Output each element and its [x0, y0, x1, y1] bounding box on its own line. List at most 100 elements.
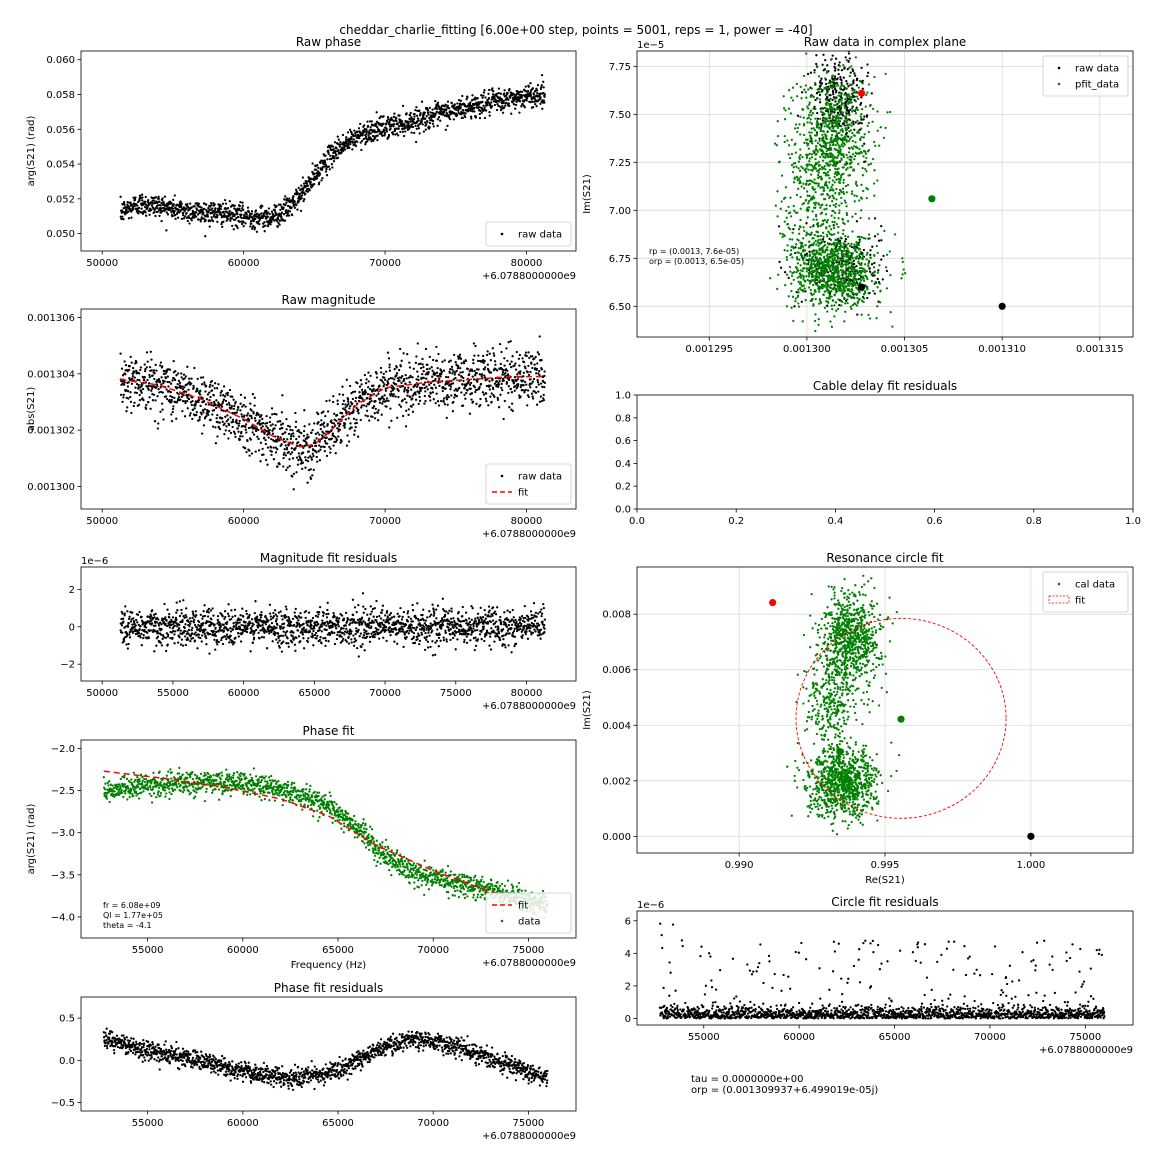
data-point — [150, 204, 154, 207]
data-point — [453, 396, 456, 399]
data-point — [514, 107, 517, 110]
data-point — [279, 203, 282, 206]
data-point — [180, 612, 183, 615]
data-point — [433, 612, 436, 615]
data-point — [288, 458, 291, 461]
data-point — [284, 444, 287, 447]
data-point — [395, 622, 398, 626]
data-point — [167, 385, 170, 388]
data-point — [355, 406, 358, 410]
data-point — [174, 370, 177, 373]
data-point — [307, 436, 310, 439]
data-point — [260, 414, 263, 417]
data-point — [176, 641, 180, 644]
data-point — [324, 644, 327, 648]
data-point — [178, 614, 182, 618]
data-point — [292, 195, 295, 198]
data-point — [484, 397, 488, 400]
data-point — [347, 440, 351, 443]
data-point — [375, 376, 379, 379]
data-point — [134, 196, 137, 199]
data-point — [354, 425, 357, 429]
data-point — [455, 108, 458, 112]
data-point — [473, 110, 476, 113]
data-point — [220, 409, 223, 412]
data-point — [304, 458, 308, 462]
data-point — [299, 209, 303, 213]
data-point — [172, 622, 175, 625]
data-point — [346, 434, 349, 437]
data-point — [146, 205, 149, 208]
data-point — [346, 131, 350, 134]
data-point — [279, 208, 282, 212]
data-point — [280, 614, 283, 618]
data-point — [344, 418, 347, 421]
data-point — [448, 371, 451, 375]
data-point — [343, 148, 347, 151]
data-point — [214, 406, 218, 410]
data-point — [218, 427, 222, 431]
data-point — [471, 94, 474, 97]
data-point — [487, 97, 491, 100]
data-point — [309, 477, 313, 481]
data-point — [233, 204, 236, 207]
data-point — [506, 369, 509, 372]
data-point — [305, 182, 309, 185]
data-point — [412, 117, 416, 121]
data-point — [140, 207, 143, 210]
data-point — [261, 421, 265, 425]
data-point — [252, 623, 255, 626]
data-point — [536, 381, 540, 384]
data-point — [286, 438, 289, 441]
data-point — [300, 432, 303, 435]
data-point — [280, 205, 283, 208]
data-point — [234, 636, 237, 639]
data-point — [451, 382, 455, 385]
data-point — [397, 389, 400, 392]
data-point — [234, 400, 237, 404]
data-point — [163, 380, 166, 383]
data-point — [265, 647, 269, 650]
data-point — [240, 216, 243, 220]
data-point — [201, 217, 204, 220]
data-point — [343, 633, 346, 636]
data-point — [158, 381, 162, 384]
data-point — [489, 395, 492, 398]
data-point — [227, 423, 231, 427]
data-point — [134, 632, 138, 636]
data-point — [537, 353, 541, 356]
data-point — [209, 620, 212, 624]
data-point — [406, 620, 410, 623]
data-point — [411, 609, 415, 612]
data-point — [139, 625, 142, 628]
data-point — [195, 613, 198, 617]
data-point — [415, 378, 418, 381]
data-point — [348, 630, 351, 633]
data-point — [507, 98, 510, 101]
data-point — [403, 386, 407, 389]
data-point — [477, 354, 480, 357]
data-point — [360, 404, 364, 407]
data-point — [251, 431, 254, 434]
data-point — [209, 395, 212, 399]
data-point — [339, 143, 342, 146]
data-point — [471, 400, 475, 403]
data-point — [207, 410, 211, 413]
data-point — [349, 142, 352, 146]
data-point — [234, 614, 237, 618]
data-point — [244, 222, 247, 225]
data-point — [137, 206, 141, 210]
data-point — [214, 426, 217, 429]
data-point — [369, 397, 372, 400]
data-point — [199, 376, 203, 379]
data-point — [126, 385, 130, 388]
data-point — [372, 405, 376, 408]
data-point — [367, 371, 370, 374]
axes-frame — [80, 50, 577, 252]
data-point — [339, 630, 342, 633]
data-point — [240, 413, 243, 416]
data-point — [497, 406, 501, 409]
data-point — [516, 373, 519, 376]
data-point — [171, 379, 174, 382]
data-point — [271, 429, 274, 432]
